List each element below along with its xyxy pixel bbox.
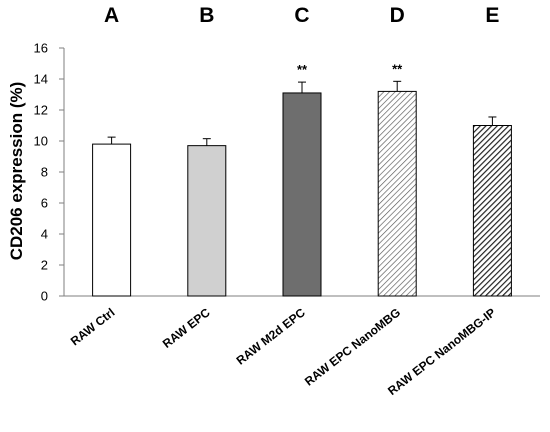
group-letter: A: [104, 4, 119, 27]
y-tick-label: 16: [34, 41, 48, 56]
y-tick-label: 4: [41, 227, 48, 242]
group-letter: E: [485, 4, 499, 27]
bar: [92, 143, 132, 297]
y-tick-label: 8: [41, 165, 48, 180]
y-tick-label: 0: [41, 289, 48, 304]
bar: [472, 125, 512, 297]
bar: [187, 145, 227, 297]
significance-marker: **: [392, 61, 403, 76]
x-category-label: RAW EPC NanoMBG: [302, 305, 403, 388]
y-tick-label: 2: [41, 258, 48, 273]
x-category-label: RAW EPC: [160, 305, 213, 351]
group-letter: D: [390, 4, 405, 27]
bars: [92, 80, 512, 297]
y-axis-label: CD206 expression (%): [7, 82, 26, 261]
group-letter: C: [294, 4, 309, 27]
y-tick-label: 6: [41, 196, 48, 211]
y-tick-label: 10: [34, 134, 48, 149]
y-tick-label: 12: [34, 103, 48, 118]
x-category-label: RAW EPC NanoMBG-IP: [385, 305, 498, 398]
axes: 0 2 4 6 8 10 12 14 16: [34, 41, 540, 304]
x-category-label: RAW M2d EPC: [234, 305, 309, 368]
significance-marker: **: [297, 62, 308, 77]
y-tick-label: 14: [34, 72, 48, 87]
x-category-label: RAW Ctrl: [68, 305, 118, 348]
group-letter: B: [199, 4, 214, 27]
bar: [282, 92, 322, 297]
bar: [377, 90, 417, 297]
